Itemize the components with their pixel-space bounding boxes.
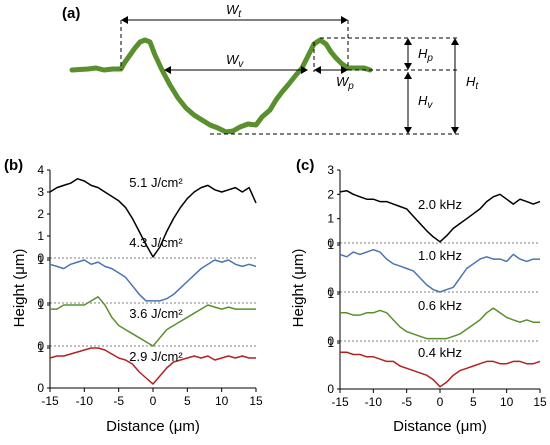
ht-label: Ht [466,74,479,92]
arrow-head [404,63,412,70]
y-tick-label: 0 [37,296,44,310]
y-tick-label: 0 [327,334,334,348]
series-label: 2.9 J/cm² [129,349,183,364]
y-tick-label: 0 [327,285,334,299]
panel-c-label: (c) [296,157,314,174]
series-line [339,248,540,293]
x-tick-label: 15 [533,395,547,409]
arrow-head [341,66,348,74]
arrow-heads [121,16,459,134]
profile-schematic: Wt Wv Wp Hp Hv Ht [69,2,479,135]
arrow-head [451,38,459,45]
y-tick-label: 4 [37,163,44,177]
y-tick-label: 0 [327,236,334,250]
chart-b-ylabel: Height (μm) [11,249,28,328]
chart-c-ylabel: Height (μm) [290,249,307,328]
arrow-head [341,16,348,24]
arrow-head [121,16,128,24]
x-tick-label: 5 [184,394,191,408]
series-line [49,347,256,385]
series-label: 4.3 J/cm² [129,235,183,250]
y-tick-label: 2 [327,187,334,201]
hp-label: Hp [418,46,433,64]
chart-b-xlabel: Distance (μm) [106,418,200,435]
series-label: 1.0 kHz [418,248,462,263]
series-line [49,259,257,302]
y-tick-label: 0 [37,339,44,353]
y-tick-label: 1 [327,212,334,226]
y-tick-label: 0 [37,381,44,395]
x-tick-label: 5 [470,395,477,409]
x-tick-label: 10 [500,395,514,409]
y-tick-label: 1 [327,238,334,252]
panel-a-label: (a) [62,5,80,22]
wv-label: Wv [226,52,244,70]
profile-curve [69,37,373,135]
x-tick-label: -10 [365,395,383,409]
wp-label: Wp [336,74,354,92]
x-tick-label: 10 [215,394,229,408]
y-tick-label: 3 [327,163,334,177]
x-tick-label: 15 [249,394,263,408]
series-label: 0.6 kHz [418,298,462,313]
arrow-head [404,72,412,79]
arrow-head [451,127,459,134]
series-label: 5.1 J/cm² [129,175,183,190]
y-tick-label: 1 [37,298,44,312]
y-tick-label: 1 [37,341,44,355]
y-tick-label: 0 [327,382,334,396]
series-line [50,296,256,347]
chart-c-xlabel: Distance (μm) [393,418,487,435]
y-tick-label: 1 [327,336,334,350]
series-label: 3.6 J/cm² [129,306,183,321]
arrow-head [404,38,412,45]
series-line [339,189,541,243]
arrow-head [314,66,321,74]
panel-b-label: (b) [4,157,23,174]
y-tick-label: 2 [37,207,44,221]
x-tick-label: -5 [401,395,412,409]
arrow-head [404,127,412,134]
hv-label: Hv [418,93,433,111]
arrow-head [164,66,171,74]
series-line [340,351,541,388]
x-tick-label: -5 [113,394,124,408]
series-line [49,178,257,258]
y-tick-label: 1 [327,287,334,301]
x-tick-label: -15 [331,395,349,409]
x-tick-label: 0 [150,394,157,408]
series-label: 0.4 kHz [418,345,462,360]
arrow-head [301,66,308,74]
y-tick-label: 3 [37,185,44,199]
y-tick-label: 1 [37,253,44,267]
x-tick-label: 0 [437,395,444,409]
series-label: 2.0 kHz [418,197,462,212]
wt-label: Wt [226,2,242,20]
x-tick-label: -15 [41,394,59,408]
dimension-lines [120,19,460,135]
x-tick-label: -10 [76,394,94,408]
series-line [340,307,540,340]
y-tick-label: 0 [37,251,44,265]
y-tick-label: 1 [37,229,44,243]
